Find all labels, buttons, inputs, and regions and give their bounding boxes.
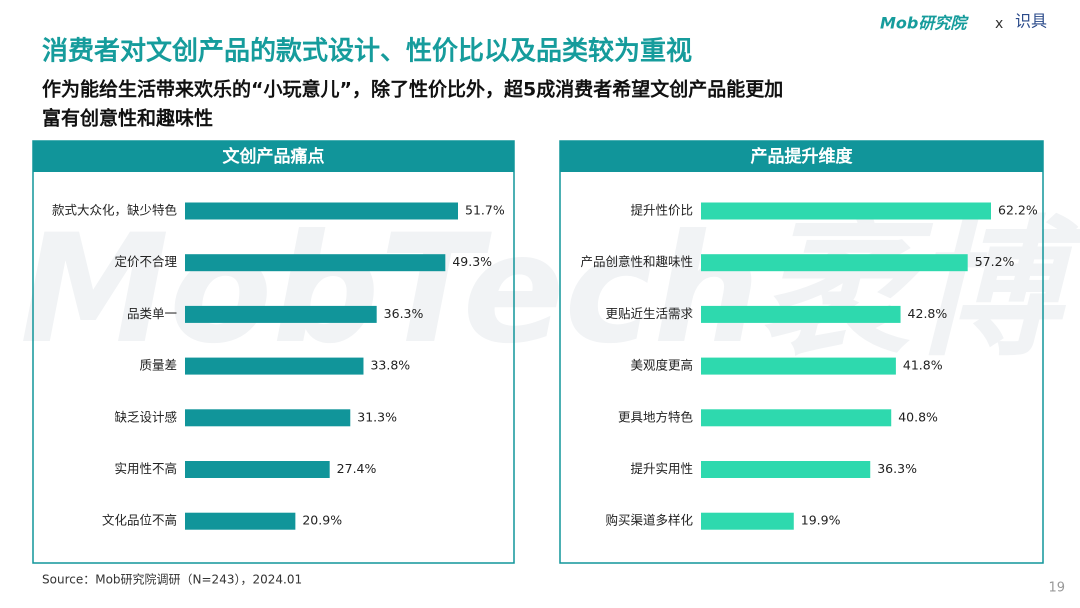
bar <box>701 357 896 375</box>
panel-header <box>560 141 1043 172</box>
value-label: 33.8% <box>370 358 410 373</box>
category-label: 更贴近生活需求 <box>605 306 693 321</box>
bar <box>701 512 794 530</box>
category-label: 美观度更高 <box>630 358 693 373</box>
bar <box>701 202 991 220</box>
chart-title: 产品提升维度 <box>751 146 854 167</box>
value-label: 19.9% <box>801 513 841 528</box>
value-label: 41.8% <box>903 358 943 373</box>
value-label: 62.2% <box>998 203 1038 218</box>
value-label: 36.3% <box>384 306 424 321</box>
logo: Mob研究院 <box>880 14 969 33</box>
category-label: 更具地方特色 <box>618 409 694 424</box>
category-label: 实用性不高 <box>114 461 177 476</box>
bar <box>185 305 377 323</box>
value-label: 31.3% <box>357 409 397 424</box>
slide-title: 消费者对文创产品的款式设计、性价比以及品类较为重视 <box>42 36 692 67</box>
subtitle: 富有创意性和趣味性 <box>42 107 213 130</box>
category-label: 定价不合理 <box>114 254 177 269</box>
category-label: 品类单一 <box>127 306 177 321</box>
subtitle: 作为能给生活带来欢乐的“小玩意儿”，除了性价比外，超5成消费者希望文创产品能更加 <box>42 78 783 101</box>
bar <box>185 254 446 272</box>
category-label: 购买渠道多样化 <box>605 513 693 528</box>
value-label: 40.8% <box>898 409 938 424</box>
bar <box>185 202 458 220</box>
value-label: 27.4% <box>337 461 377 476</box>
value-label: 51.7% <box>465 203 505 218</box>
category-label: 产品创意性和趣味性 <box>580 254 693 269</box>
bar <box>185 357 364 375</box>
value-label: 42.8% <box>908 306 948 321</box>
bar <box>701 305 901 323</box>
category-label: 提升实用性 <box>630 461 693 476</box>
category-label: 款式大众化，缺少特色 <box>52 203 178 218</box>
bar <box>701 461 871 478</box>
chart-title: 文创产品痛点 <box>223 146 325 167</box>
bar <box>185 461 330 478</box>
bar <box>185 409 351 427</box>
category-label: 提升性价比 <box>630 203 693 218</box>
source: Source：Mob研究院调研（N=243），2024.01 <box>42 572 302 587</box>
value-label: 57.2% <box>975 254 1015 269</box>
value-label: 36.3% <box>877 461 917 476</box>
category-label: 质量差 <box>139 358 177 373</box>
bar <box>701 409 892 427</box>
category-label: 文化品位不高 <box>102 513 177 528</box>
page-number: 19 <box>1048 581 1065 596</box>
category-label: 缺乏设计感 <box>114 409 177 424</box>
panel-header <box>33 141 514 172</box>
watermark: MobTech袤博 <box>20 203 1080 377</box>
bar <box>701 254 968 272</box>
value-label: 49.3% <box>452 254 492 269</box>
logo: 识具 <box>1015 12 1047 31</box>
bar <box>185 512 296 530</box>
logo-separator: x <box>995 16 1003 32</box>
value-label: 20.9% <box>302 513 342 528</box>
